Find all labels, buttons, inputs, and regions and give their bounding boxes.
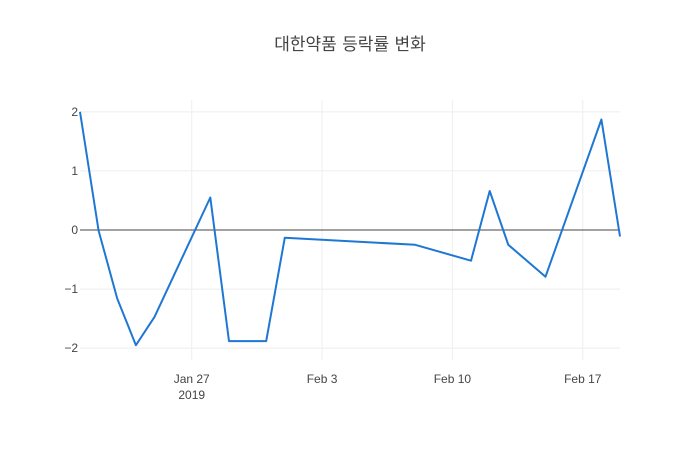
chart-title: 대한약품 등락률 변화 [274, 35, 426, 55]
x-tick-label: Jan 27 [174, 372, 210, 386]
x-tick-year-label: 2019 [178, 388, 205, 402]
y-tick-label: 1 [71, 164, 78, 178]
y-tick-label: −1 [64, 282, 78, 296]
x-tick-label: Feb 3 [307, 372, 338, 386]
series-line [79, 111, 621, 347]
y-tick-label: 2 [71, 105, 78, 119]
x-tick-label: Feb 17 [564, 372, 602, 386]
y-tick-label: 0 [71, 223, 78, 237]
series-layer [79, 111, 621, 347]
y-tick-label: −2 [64, 341, 78, 355]
x-tick-label: Feb 10 [434, 372, 472, 386]
axis-layer: 2 1 0 −1 −2 Jan 27 2019 Feb 3 Feb 10 Feb 17 [64, 105, 620, 402]
